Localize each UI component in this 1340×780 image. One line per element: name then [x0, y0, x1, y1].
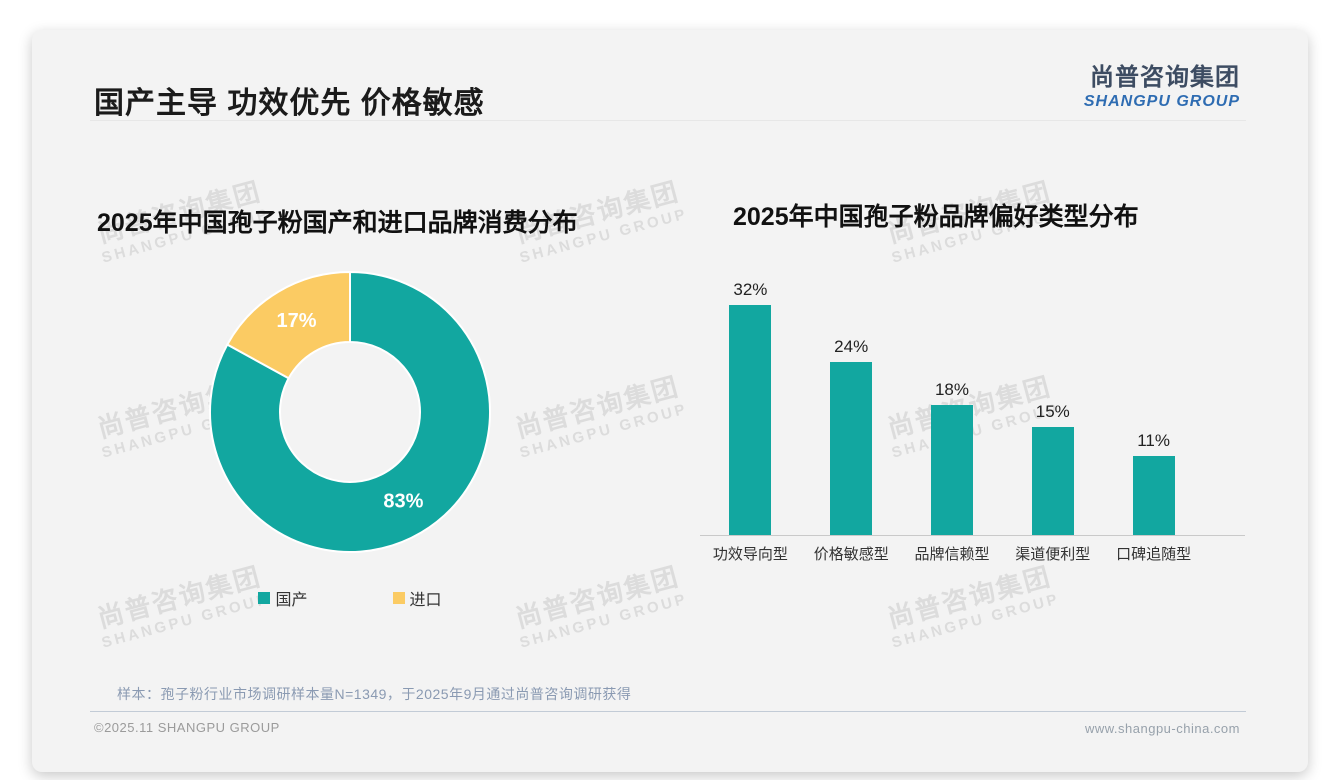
watermark-cn: 尚普咨询集团	[512, 371, 683, 444]
bar-value-label: 32%	[733, 279, 768, 299]
legend-swatch	[392, 592, 405, 604]
bar-value-label: 18%	[934, 380, 969, 400]
page-title: 国产主导 功效优先 价格敏感	[94, 87, 485, 120]
sample-note: 样本：孢子粉行业市场调研样本量N=1349，于2025年9月通过尚普咨询调研获得	[117, 686, 632, 702]
bar-column: 32%	[700, 275, 801, 535]
watermark-cn: 尚普咨询集团	[884, 561, 1055, 634]
watermark-en: SHANGPU GROUP	[517, 590, 690, 652]
bar-value-label: 11%	[1137, 430, 1170, 450]
watermark-en: SHANGPU GROUP	[517, 400, 690, 462]
bar-column: 15%	[1002, 275, 1103, 535]
logo-chinese-text: 尚普咨询集团	[1090, 64, 1240, 91]
bar-column: 24%	[801, 275, 902, 535]
bar-category-label: 品牌信赖型	[914, 546, 990, 563]
pie-legend: 国产 进口	[200, 586, 500, 610]
copyright-text: ©2025.11 SHANGPU GROUP	[94, 720, 280, 735]
bar-value-label: 24%	[834, 337, 869, 357]
footer-divider	[90, 711, 1246, 712]
website-text: www.shangpu-china.com	[1084, 721, 1240, 736]
donut-value-label: 17%	[277, 310, 317, 332]
watermark-en: SHANGPU GROUP	[889, 590, 1062, 652]
report-card: 尚普咨询集团 SHANGPU GROUP 尚普咨询集团 SHANGPU GROUP 尚普…	[32, 30, 1308, 772]
legend-label: 进口	[409, 592, 442, 609]
bar-功效导向型	[729, 304, 772, 535]
legend-label: 国产	[275, 592, 308, 609]
watermark-cn: 尚普咨询集团	[512, 561, 683, 634]
donut-value-label: 83%	[383, 491, 423, 513]
bar-category-label: 价格敏感型	[813, 546, 889, 563]
legend-item-国产: 国产	[258, 586, 308, 610]
bar-category-label: 口碑追随型	[1116, 546, 1192, 563]
donut-chart: 83% 17%	[200, 262, 500, 562]
bar-chart-title: 2025年中国孢子粉品牌偏好类型分布	[733, 203, 1139, 231]
bar-column: 11%	[1103, 275, 1204, 535]
bar-value-label: 15%	[1035, 402, 1070, 421]
logo-english-text: SHANGPU GROUP	[1083, 93, 1240, 110]
bar-category-label: 功效导向型	[712, 546, 788, 563]
legend-item-进口: 进口	[392, 586, 442, 610]
bar-品牌信赖型	[930, 405, 973, 535]
title-divider	[90, 120, 1246, 121]
bar-column: 18%	[902, 275, 1003, 535]
donut-slice-国产	[209, 270, 491, 553]
x-axis-line	[700, 535, 1245, 536]
bar-category-label: 渠道便利型	[1015, 546, 1091, 563]
bar-chart: 32% 24% 18% 15% 11%	[700, 275, 1204, 535]
bar-口碑追随型	[1132, 455, 1175, 535]
legend-swatch	[258, 592, 271, 604]
bar-渠道便利型	[1031, 427, 1074, 535]
donut-slice-进口	[225, 270, 351, 380]
pie-chart-title: 2025年中国孢子粉国产和进口品牌消费分布	[97, 209, 578, 237]
bar-category-labels: 功效导向型 价格敏感型 品牌信赖型 渠道便利型 口碑追随型	[700, 543, 1204, 564]
bar-价格敏感型	[830, 362, 873, 535]
company-logo: 尚普咨询集团 SHANGPU GROUP	[1084, 64, 1240, 111]
